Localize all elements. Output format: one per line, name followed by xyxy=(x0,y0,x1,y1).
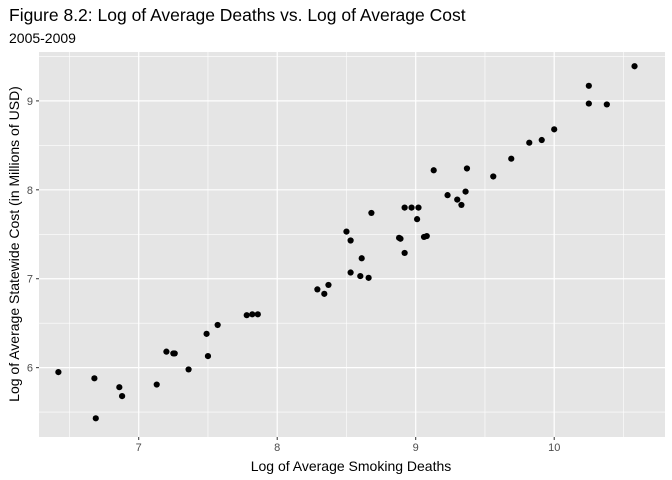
data-point xyxy=(321,290,328,297)
data-point xyxy=(185,366,192,373)
data-point xyxy=(343,228,350,235)
x-tick-label: 8 xyxy=(274,442,280,454)
x-tick-label: 7 xyxy=(136,442,142,454)
data-point xyxy=(203,330,210,337)
data-point xyxy=(397,235,404,242)
y-tick-label: 8 xyxy=(27,185,33,197)
data-point xyxy=(462,188,469,195)
data-point xyxy=(430,167,437,174)
data-point xyxy=(358,255,365,262)
data-point xyxy=(243,312,250,319)
data-point xyxy=(347,269,354,276)
y-axis: 6 7 8 9 xyxy=(27,96,39,375)
data-points xyxy=(55,63,638,422)
data-point xyxy=(214,321,221,329)
chart-subtitle: 2005-2009 xyxy=(9,30,76,46)
chart-title: Figure 8.2: Log of Average Deaths vs. Lo… xyxy=(9,5,466,25)
data-point xyxy=(508,155,515,162)
data-point xyxy=(171,350,178,357)
data-point xyxy=(401,249,408,257)
data-point xyxy=(116,384,123,391)
y-tick-label: 6 xyxy=(27,363,33,375)
data-point xyxy=(314,286,321,293)
data-point xyxy=(55,368,62,376)
data-point xyxy=(408,204,415,211)
data-point xyxy=(204,352,212,360)
y-axis-title: Log of Average Statewide Cost (in Millio… xyxy=(6,86,22,402)
y-tick-label: 7 xyxy=(27,274,33,286)
data-point xyxy=(163,348,170,355)
data-point xyxy=(413,216,421,223)
data-point xyxy=(458,201,465,209)
data-point xyxy=(365,274,372,281)
major-gridlines xyxy=(39,52,665,437)
data-point xyxy=(91,375,98,382)
y-tick-label: 9 xyxy=(27,96,33,108)
data-point xyxy=(401,204,408,211)
x-axis-title: Log of Average Smoking Deaths xyxy=(251,458,452,474)
data-point xyxy=(603,101,610,108)
data-point xyxy=(423,232,430,240)
data-point xyxy=(585,82,592,89)
data-point xyxy=(490,173,497,180)
plot-panel xyxy=(39,52,665,437)
x-tick-label: 10 xyxy=(548,442,560,454)
data-point xyxy=(538,136,545,144)
data-point xyxy=(463,165,471,172)
data-point xyxy=(357,272,364,280)
data-point xyxy=(254,311,261,318)
data-point xyxy=(153,381,160,388)
data-point xyxy=(92,415,99,422)
data-point xyxy=(454,196,461,203)
x-tick-label: 9 xyxy=(413,442,419,454)
data-point xyxy=(347,237,354,244)
data-point xyxy=(631,63,638,70)
data-point xyxy=(249,311,256,318)
data-point xyxy=(526,139,533,146)
data-point xyxy=(585,100,592,107)
data-point xyxy=(551,126,558,133)
data-point xyxy=(118,392,126,400)
data-point xyxy=(444,192,451,199)
data-point xyxy=(368,209,375,217)
minor-gridlines xyxy=(39,52,665,437)
x-axis: 7 8 9 10 xyxy=(136,437,560,454)
data-point xyxy=(325,281,332,289)
data-point xyxy=(415,204,422,211)
